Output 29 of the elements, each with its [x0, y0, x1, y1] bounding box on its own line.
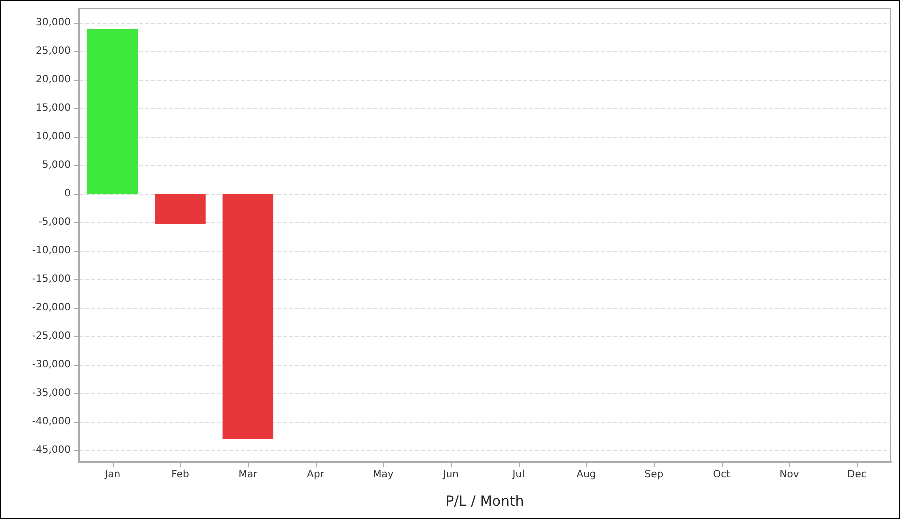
y-tick-label: -30,000: [32, 360, 71, 371]
x-tick-label: Oct: [713, 470, 731, 480]
y-tick-label: -15,000: [32, 274, 71, 286]
y-tick-label: -35,000: [32, 388, 71, 400]
y-tick-label: -5,000: [38, 217, 71, 228]
x-tick-label: Jan: [104, 470, 121, 480]
y-tick-label: -20,000: [32, 302, 71, 314]
x-tick-label: Sep: [644, 470, 664, 480]
x-tick-label: Feb: [172, 470, 190, 480]
y-tick-label: 20,000: [36, 74, 71, 86]
y-tick-label: -40,000: [32, 416, 71, 428]
y-tick-label: -25,000: [32, 331, 71, 342]
x-tick-label: Apr: [307, 470, 326, 480]
x-tick-label: Nov: [780, 470, 800, 480]
y-tick-label: 15,000: [36, 103, 71, 114]
y-tick-label: -10,000: [32, 246, 71, 257]
y-tick-label: 25,000: [36, 46, 71, 58]
y-tick-label: -45,000: [32, 445, 71, 456]
x-tick-label: Dec: [847, 470, 867, 480]
y-tick-label: 10,000: [36, 132, 71, 143]
y-tick-label: 0: [64, 188, 71, 200]
x-tick-label: Jun: [442, 470, 459, 480]
x-tick-label: Mar: [238, 470, 258, 480]
x-tick-label: May: [373, 470, 394, 480]
x-tick-label: Aug: [576, 470, 596, 480]
y-tick-label: 5,000: [42, 160, 71, 172]
y-tick-label: 30,000: [36, 18, 71, 29]
x-axis-title: P/L / Month: [446, 494, 524, 510]
x-tick-label: Jul: [512, 470, 525, 480]
